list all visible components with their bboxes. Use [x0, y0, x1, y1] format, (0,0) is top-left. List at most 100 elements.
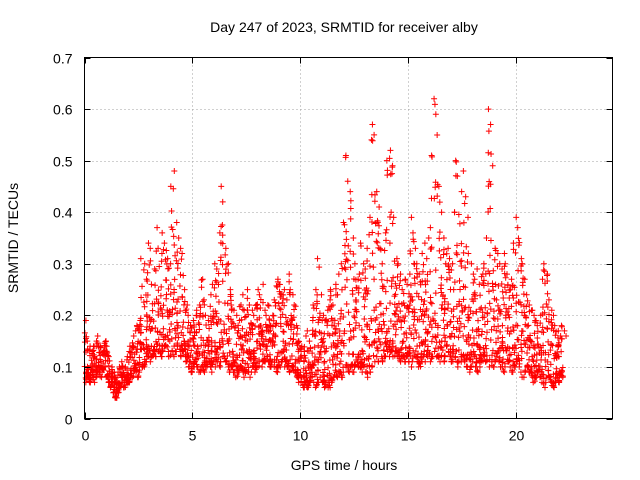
data-point	[214, 346, 221, 353]
data-point	[160, 325, 167, 332]
data-point	[345, 309, 352, 316]
data-point	[224, 261, 231, 268]
data-point	[388, 283, 395, 290]
data-point	[343, 301, 350, 308]
data-point	[376, 204, 383, 211]
data-point	[286, 278, 293, 285]
data-point	[338, 286, 345, 293]
data-point	[389, 164, 396, 171]
data-point	[559, 373, 566, 380]
data-point	[428, 300, 435, 307]
data-point	[224, 353, 231, 360]
data-point	[290, 336, 297, 343]
data-point	[389, 220, 396, 227]
data-point	[256, 314, 263, 321]
data-point	[475, 332, 482, 339]
data-point	[483, 352, 490, 359]
data-point	[460, 332, 467, 339]
data-point	[563, 332, 570, 339]
data-point	[486, 356, 493, 363]
data-point	[395, 313, 402, 320]
data-point	[181, 286, 188, 293]
data-point	[164, 255, 171, 262]
data-point	[368, 218, 375, 225]
data-point	[470, 310, 477, 317]
data-point	[547, 361, 554, 368]
data-point	[515, 336, 522, 343]
data-point	[480, 265, 487, 272]
data-point	[355, 276, 362, 283]
data-point	[390, 214, 397, 221]
data-point	[375, 358, 382, 365]
data-point	[107, 382, 114, 389]
data-point	[440, 251, 447, 258]
data-point	[180, 319, 187, 326]
data-point	[558, 323, 565, 330]
data-point	[172, 305, 179, 312]
data-point	[252, 355, 259, 362]
data-point	[451, 279, 458, 286]
data-point	[231, 324, 238, 331]
data-point	[494, 315, 501, 322]
data-point	[422, 358, 429, 365]
data-point	[301, 357, 308, 364]
data-point	[263, 312, 270, 319]
data-point	[458, 240, 465, 247]
data-point	[102, 363, 109, 370]
data-point	[292, 303, 299, 310]
data-point	[464, 311, 471, 318]
data-point	[245, 311, 252, 318]
data-point	[500, 295, 507, 302]
data-point	[524, 350, 531, 357]
data-point	[407, 282, 414, 289]
data-point	[473, 308, 480, 315]
data-point	[547, 376, 554, 383]
data-point	[270, 339, 277, 346]
data-point	[508, 303, 515, 310]
data-point	[185, 312, 192, 319]
data-point	[158, 353, 165, 360]
data-point	[193, 361, 200, 368]
data-point	[307, 344, 314, 351]
data-point	[402, 313, 409, 320]
data-point	[340, 369, 347, 376]
data-point	[318, 330, 325, 337]
data-point	[310, 314, 317, 321]
data-point	[438, 209, 445, 216]
data-point	[495, 282, 502, 289]
data-point	[217, 363, 224, 370]
data-point	[143, 298, 150, 305]
data-point	[357, 351, 364, 358]
data-point	[305, 348, 312, 355]
data-point	[347, 197, 354, 204]
data-point	[495, 348, 502, 355]
data-points	[82, 96, 570, 401]
data-point	[377, 341, 384, 348]
data-point	[474, 367, 481, 374]
data-point	[277, 320, 284, 327]
data-point	[364, 290, 371, 297]
data-point	[174, 325, 181, 332]
data-point	[197, 304, 204, 311]
data-point	[458, 188, 465, 195]
data-point	[465, 214, 472, 221]
data-point	[515, 235, 522, 242]
data-point	[447, 334, 454, 341]
data-point	[515, 242, 522, 249]
data-point	[427, 224, 434, 231]
data-point	[84, 338, 91, 345]
data-point	[254, 344, 261, 351]
data-point	[264, 353, 271, 360]
data-point	[383, 305, 390, 312]
data-point	[287, 322, 294, 329]
data-point	[494, 302, 501, 309]
data-point	[543, 301, 550, 308]
data-point	[380, 318, 387, 325]
data-point	[498, 308, 505, 315]
data-point	[465, 341, 472, 348]
data-point	[396, 282, 403, 289]
data-point	[476, 346, 483, 353]
data-point	[369, 229, 376, 236]
data-point	[483, 345, 490, 352]
data-point	[148, 281, 155, 288]
